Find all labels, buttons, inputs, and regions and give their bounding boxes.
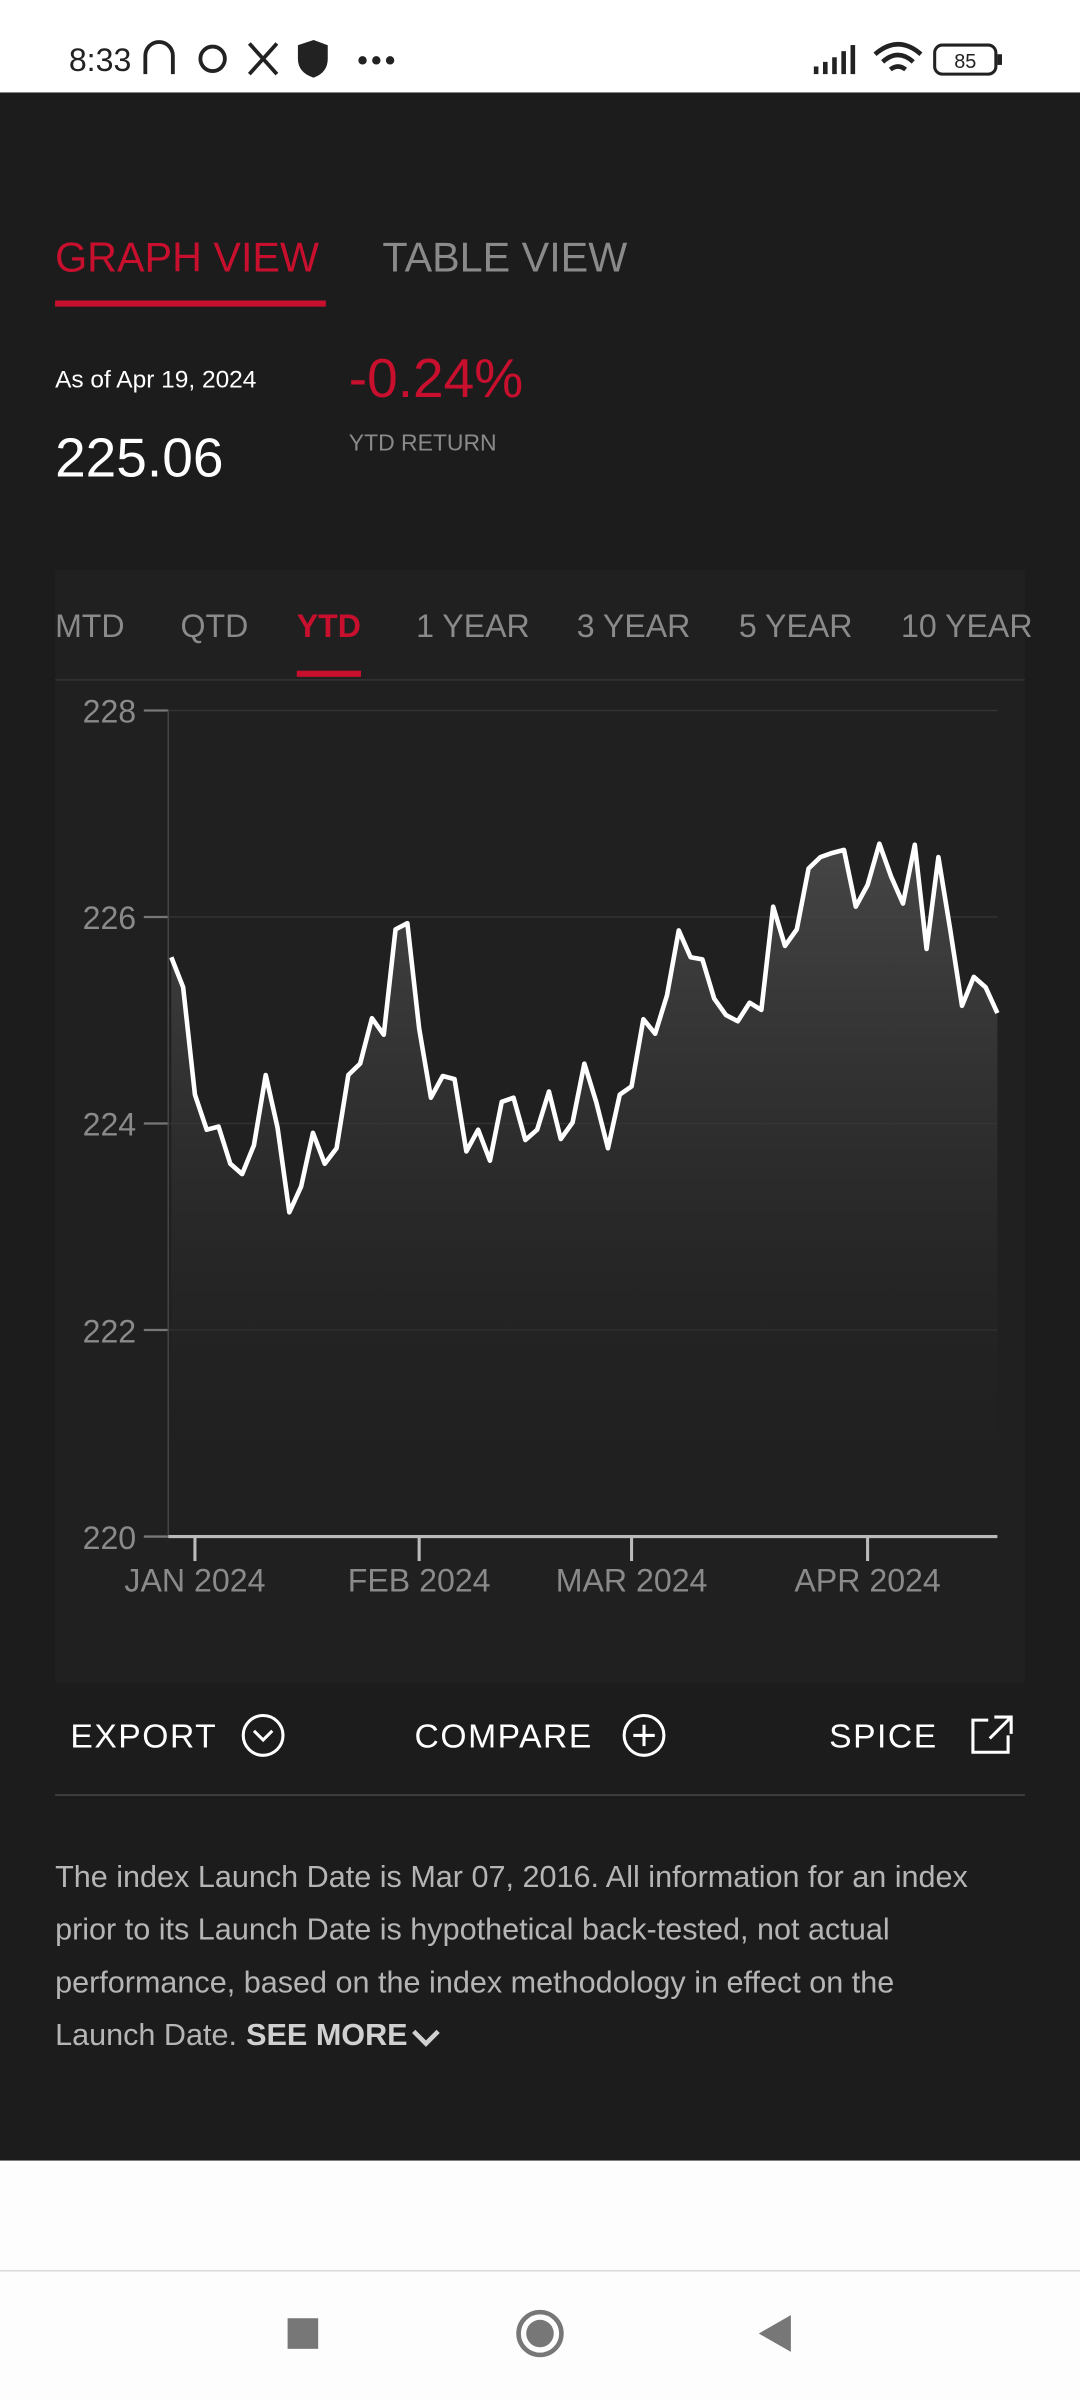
ytd-return-label: YTD RETURN (349, 429, 497, 455)
battery-level: 85 (954, 51, 976, 73)
active-tab-indicator (55, 300, 326, 307)
disclaimer-line: prior to its Launch Date is hypothetical… (55, 1913, 890, 1947)
graph-view-tab[interactable]: GRAPH VIEW (55, 234, 319, 280)
range-tabs: MTD QTD YTD 1 YEAR 3 YEAR 5 YEAR 10 YEAR (55, 608, 1033, 677)
status-bar (0, 0, 1080, 93)
index-level: 225.06 (55, 426, 223, 488)
compare-icon (622, 1713, 666, 1757)
y-tick-label: 226 (83, 900, 137, 936)
range-tab[interactable]: 1 YEAR (416, 608, 530, 644)
battery-tip (997, 54, 1002, 65)
range-tab[interactable]: YTD (297, 608, 361, 644)
status-icons (143, 39, 395, 78)
x-tick-label: JAN 2024 (124, 1563, 265, 1599)
spice-icon (971, 1715, 1013, 1754)
action-button[interactable]: COMPARE (415, 1719, 593, 1756)
ytd-return: -0.24% (349, 347, 523, 409)
y-tick-label: 222 (83, 1313, 137, 1349)
disclaimer-line: The index Launch Date is Mar 07, 2016. A… (55, 1860, 968, 1894)
line (169, 841, 1000, 1215)
disclaimer-line: Launch Date. (55, 2018, 237, 2052)
y-tick-label: 220 (83, 1520, 137, 1556)
area (171, 843, 998, 1537)
y-tick-label: 228 (83, 694, 137, 730)
wifi-icon (873, 41, 923, 72)
y-tick-label: 224 (83, 1107, 137, 1143)
x-tick-label: MAR 2024 (556, 1563, 708, 1599)
export-chevron (252, 1729, 274, 1743)
chart: 220 222 224 226 228 JAN 2024 FEB 2024 MAR 2024 A… (83, 694, 1000, 1599)
nav-home-dot (526, 2319, 554, 2348)
range-tab[interactable]: QTD (181, 608, 249, 644)
range-tab[interactable]: 10 YEAR (901, 608, 1032, 644)
range-tab-indicator (296, 670, 362, 677)
see-more-link[interactable]: SEE MORE (246, 2018, 407, 2052)
action-bar: EXPORT COMPARE SPICE (70, 1713, 1013, 1757)
range-tab[interactable]: MTD (55, 608, 125, 644)
nav-home[interactable] (516, 2309, 564, 2358)
action-button[interactable]: EXPORT (70, 1719, 217, 1756)
x-tick-label: APR 2024 (794, 1563, 940, 1599)
as-of-date: As of Apr 19, 2024 (55, 367, 256, 394)
disclaimer-line: performance, based on the index methodol… (55, 1965, 894, 1999)
battery-icon (933, 43, 998, 76)
action-button[interactable]: SPICE (829, 1719, 938, 1756)
table-view-tab[interactable]: TABLE VIEW (382, 234, 627, 280)
bottom-area (0, 2160, 1080, 2400)
see-more-chevron (412, 2029, 440, 2047)
range-tab[interactable]: 5 YEAR (739, 608, 853, 644)
signal-icon (813, 45, 856, 75)
x-tick-label: FEB 2024 (348, 1563, 491, 1599)
status-time: 8:33 (69, 42, 132, 78)
nav-recents[interactable] (287, 2318, 319, 2349)
range-tab[interactable]: 3 YEAR (577, 608, 691, 644)
compare-plus (633, 1724, 655, 1747)
disclaimer: The index Launch Date is Mar 07, 2016. A… (55, 1860, 968, 2052)
nav-back[interactable] (758, 2315, 791, 2352)
export-icon (241, 1713, 285, 1757)
